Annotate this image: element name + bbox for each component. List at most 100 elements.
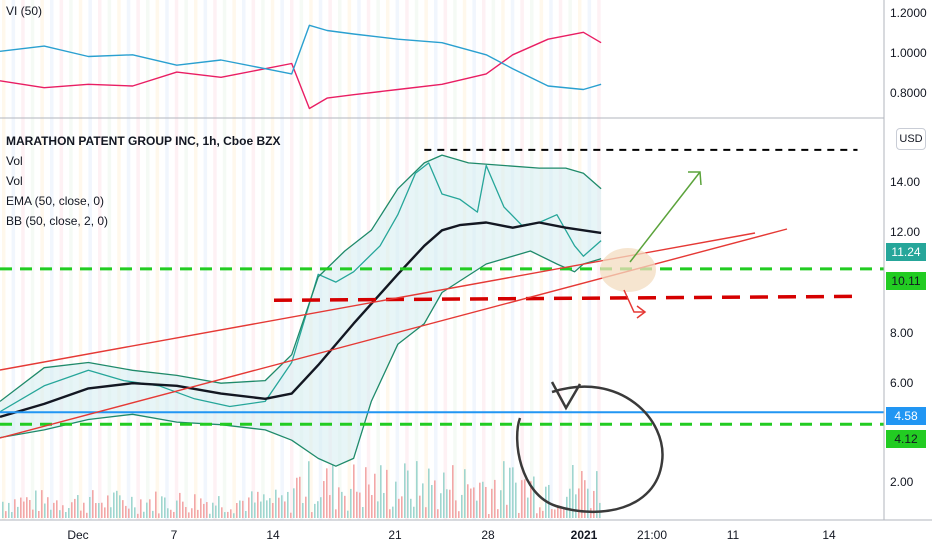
volume-bar [539,507,541,518]
volume-bar [191,508,193,518]
volume-bar [377,501,379,518]
symbol-title[interactable]: MARATHON PATENT GROUP INC, 1h, Cboe BZX [6,134,281,148]
session-stripe [222,0,227,520]
hand-drawn-circle [516,385,664,513]
bearish-arrow-head [636,305,647,319]
volume-bar [65,512,67,518]
session-stripe [242,0,246,520]
volume-bar [521,480,523,518]
session-stripe [146,0,150,520]
currency-button[interactable]: USD [896,128,926,150]
volume-bar [116,490,118,518]
volume-bar [290,512,292,518]
volume-bar [335,509,337,518]
volume-bar [242,500,244,518]
volume-bar [446,489,448,518]
volume-bar [251,491,253,518]
session-stripe [194,0,198,520]
xtick-2021: 2021 [570,528,598,542]
volume-bar [218,496,220,518]
volume-bar [359,492,361,518]
legend-vol-1[interactable]: Vol [6,154,23,168]
xtick-7: 7 [170,528,178,542]
volume-bar [494,479,496,518]
volume-bar [104,507,106,518]
session-stripe [232,0,236,520]
legend-bb[interactable]: BB (50, close, 2, 0) [6,214,109,228]
volume-bar [518,512,520,518]
volume-bar [485,486,487,518]
session-stripe [280,0,284,520]
volume-bar [326,468,328,518]
volume-bar [314,503,316,518]
vi-ytick-1: 1.2000 [890,6,927,20]
volume-bar [107,495,109,518]
volume-bar [452,465,454,518]
volume-bar [71,502,73,518]
volume-bar [11,512,13,518]
volume-bar [293,488,295,518]
volume-bar [566,496,568,518]
volume-bar [233,513,235,518]
volume-bar [479,482,481,518]
volume-bar [593,490,595,518]
session-stripe [251,0,256,520]
volume-bar [200,498,202,518]
volume-bar [569,488,571,518]
xtick-21: 21 [388,528,402,542]
volume-bar [209,513,211,518]
volume-bar [74,498,76,518]
volume-bar [47,497,49,518]
volume-bar [77,495,79,518]
volume-bar [581,471,583,518]
volume-bar [428,468,430,518]
bb-lower-line [0,250,602,467]
volume-bar [146,502,148,518]
series-lines [0,24,884,467]
volume-bar [416,461,418,518]
volume-bar [230,509,232,518]
price-ytick-14: 14.00 [890,175,921,189]
volume-bar [398,498,400,518]
price-ytick-12: 12.00 [890,225,921,239]
volume-bar [503,461,505,518]
volume-bar [419,495,421,518]
volume-bar [482,481,484,518]
session-stripe [88,0,92,520]
legend-ema[interactable]: EMA (50, close, 0) [6,194,105,208]
xtick-11: 11 [726,528,740,542]
session-stripe [155,0,160,520]
volume-bar [590,508,592,518]
volume-bar [389,509,391,518]
volume-bar [62,505,64,518]
volume-bar [185,507,187,518]
user-drawings [0,171,788,513]
volume-bar [101,502,103,518]
volume-bar [440,493,442,518]
session-stripe [69,0,73,520]
xtick-dec: Dec [67,528,89,542]
session-stripe [78,0,83,520]
volume-bar [506,504,508,518]
legend-vol-2[interactable]: Vol [6,174,23,188]
volume-bar [368,484,370,518]
xtick-14: 14 [266,528,280,542]
volume-bar [188,512,190,518]
volume-bar [215,505,217,518]
volume-bar [392,506,394,518]
volume-bar [341,491,343,518]
volume-bar [353,464,355,518]
volume-bar [236,503,238,518]
volume-bar [434,480,436,518]
volume-bar [587,488,589,518]
volume-bar [266,500,268,518]
session-stripe [2,0,6,520]
volume-bar [371,495,373,518]
volume-bar [536,513,538,518]
volume-bar [161,496,163,518]
volume-bar [443,472,445,518]
volume-bar [596,471,598,518]
session-stripe [520,0,524,520]
volume-bar [476,500,478,518]
